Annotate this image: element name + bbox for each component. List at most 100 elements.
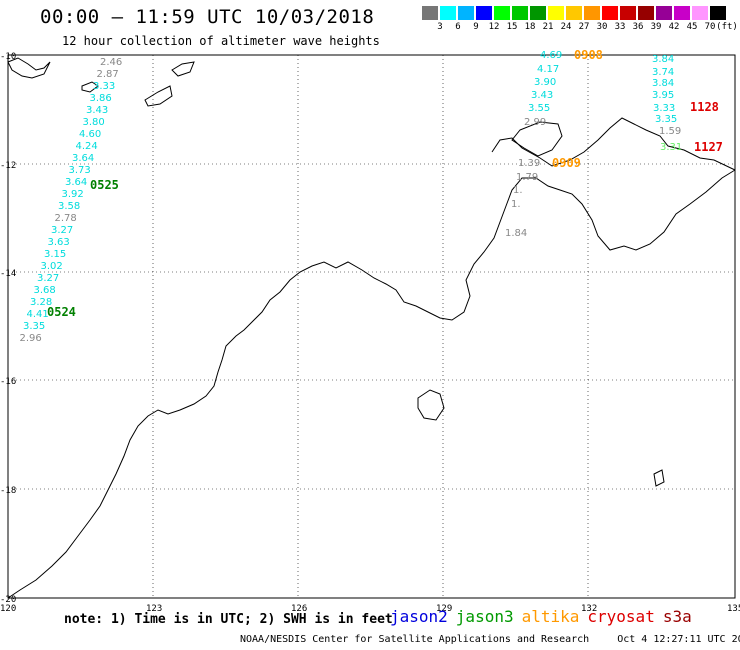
- wave-height-reading: 1.59: [659, 126, 681, 137]
- colorbar-label: 9: [473, 22, 479, 32]
- wave-height-reading: 4.69: [540, 50, 562, 61]
- colorbar-swatch: [512, 6, 528, 20]
- colorbar-label: 45: [686, 22, 698, 32]
- pass-time-label: 1127: [694, 140, 723, 154]
- pass-time-label: 0525: [90, 178, 119, 192]
- wave-height-reading: 3.73: [69, 165, 91, 176]
- colorbar-swatch: [620, 6, 636, 20]
- colorbar-label: 39: [650, 22, 662, 32]
- wave-height-reading: 1.79: [516, 172, 538, 183]
- wave-height-reading: 2.96: [20, 333, 42, 344]
- lat-tick-label: -12: [0, 161, 16, 171]
- coast-east-islet: [653, 469, 665, 487]
- wave-height-reading: 3.35: [655, 114, 677, 125]
- wave-height-reading: 4.41: [27, 309, 49, 320]
- wave-height-reading: 3.43: [86, 105, 108, 116]
- colorbar-swatch: [710, 6, 726, 20]
- pass-time-label: 0909: [552, 156, 581, 170]
- wave-height-reading: 3.27: [37, 273, 59, 284]
- pass-time-labels: 0525 0524 0908 0909 1128 1127: [47, 48, 723, 319]
- wave-height-reading: 3.63: [48, 237, 70, 248]
- colorbar-label: 70: [704, 22, 716, 32]
- pass-time-label: 0908: [574, 48, 603, 62]
- coast-main: [7, 169, 736, 599]
- wave-height-reading: 3.35: [23, 321, 45, 332]
- chart-title: 00:00 – 11:59 UTC 10/03/2018: [40, 6, 375, 28]
- units-note: note: 1) Time is in UTC; 2) SWH is in fe…: [64, 612, 393, 627]
- footer: NOAA/NESDIS Center for Satellite Applica…: [240, 634, 740, 645]
- lat-tick-label: -16: [0, 377, 16, 387]
- wave-height-reading: 3.90: [534, 77, 556, 88]
- colorbar-swatch: [458, 6, 474, 20]
- colorbar-label: 12: [488, 22, 500, 32]
- lat-tick-label: -10: [0, 52, 16, 62]
- colorbar-label: 3: [437, 22, 443, 32]
- wave-height-reading: 3.02: [41, 261, 63, 272]
- chart-subtitle: 12 hour collection of altimeter wave hei…: [62, 34, 380, 48]
- legend-cryosat: cryosat: [587, 607, 655, 626]
- colorbar-swatch: [692, 6, 708, 20]
- wave-height-reading: 1.: [513, 185, 523, 196]
- wave-height-reading: 1.39: [518, 158, 540, 169]
- wave-height-reading: 3.28: [30, 297, 52, 308]
- colorbar-swatch: [656, 6, 672, 20]
- wave-height-reading: 3.27: [51, 225, 73, 236]
- graticule: 120 123 126 129 132 135 -10 -12 -14 -16 -18 -20: [0, 52, 740, 614]
- colorbar-label: 33: [614, 22, 626, 32]
- colorbar-swatch: [566, 6, 582, 20]
- satellite-tracks: 2.462.87 3.33 3.863.433.804.604.243.643.73…: [20, 50, 683, 344]
- colorbar-swatch: [548, 6, 564, 20]
- wave-height-reading: 3.95: [652, 90, 674, 101]
- colorbar-swatch: [584, 6, 600, 20]
- colorbar-swatch: [602, 6, 618, 20]
- colorbar-label: 21: [542, 22, 554, 32]
- lat-tick-label: -18: [0, 486, 16, 496]
- pass-time-label: 0524: [47, 305, 76, 319]
- legend-s3a: s3a: [662, 607, 692, 626]
- wave-height-reading: 3.31: [660, 142, 682, 153]
- wave-height-reading: 3.74: [652, 67, 674, 78]
- lon-tick-label: 120: [0, 604, 16, 614]
- wave-height-reading: 3.55: [528, 103, 550, 114]
- wave-height-reading: 2.78: [55, 213, 77, 224]
- wave-height-reading: 2.46: [100, 57, 122, 68]
- legend-jason2: jason2: [390, 607, 448, 626]
- footer-timestamp: Oct 4 12:27:11 UTC 2018: [617, 634, 740, 645]
- wave-height-reading: 1.84: [505, 228, 527, 239]
- colorbar-label: 42: [668, 22, 680, 32]
- colorbar-swatch: [638, 6, 654, 20]
- legend-altika: altika: [521, 607, 580, 626]
- footer-credit: NOAA/NESDIS Center for Satellite Applica…: [240, 634, 590, 645]
- colorbar-swatch: [476, 6, 492, 20]
- colorbar-swatch: [530, 6, 546, 20]
- lat-tick-label: -20: [0, 595, 16, 605]
- wave-height-reading: 3.33: [653, 103, 675, 114]
- lon-tick-label: 126: [291, 604, 307, 614]
- colorbar-label: 6: [455, 22, 461, 32]
- wave-height-reading: 3.86: [90, 93, 112, 104]
- wave-height-reading: 3.15: [44, 249, 66, 260]
- coast-islet-b: [144, 85, 173, 107]
- wave-height-reading: 3.80: [83, 117, 105, 128]
- wave-height-reading: 2.99: [524, 117, 546, 128]
- lon-tick-label: 129: [436, 604, 452, 614]
- colorbar-label: 18: [524, 22, 536, 32]
- colorbar-label: 15: [506, 22, 518, 32]
- wave-height-reading: 3.64: [72, 153, 94, 164]
- colorbar-label: 24: [560, 22, 572, 32]
- lon-tick-label: 123: [146, 604, 162, 614]
- wave-height-reading: 4.60: [79, 129, 101, 140]
- coast-north-island: [7, 57, 51, 79]
- coastline: [7, 57, 736, 599]
- wave-height-reading: 4.17: [537, 64, 559, 75]
- map-frame: [7, 54, 736, 599]
- coast-arnhem-north: [491, 117, 736, 171]
- lon-tick-label: 135: [727, 604, 740, 614]
- pass-time-label: 1128: [690, 100, 719, 114]
- wave-height-reading: 3.84: [652, 54, 674, 65]
- wave-height-reading: 4.24: [76, 141, 98, 152]
- wave-height-reading: 2.87: [97, 69, 119, 80]
- colorbar-swatch: [674, 6, 690, 20]
- wave-height-reading: 3.58: [58, 201, 80, 212]
